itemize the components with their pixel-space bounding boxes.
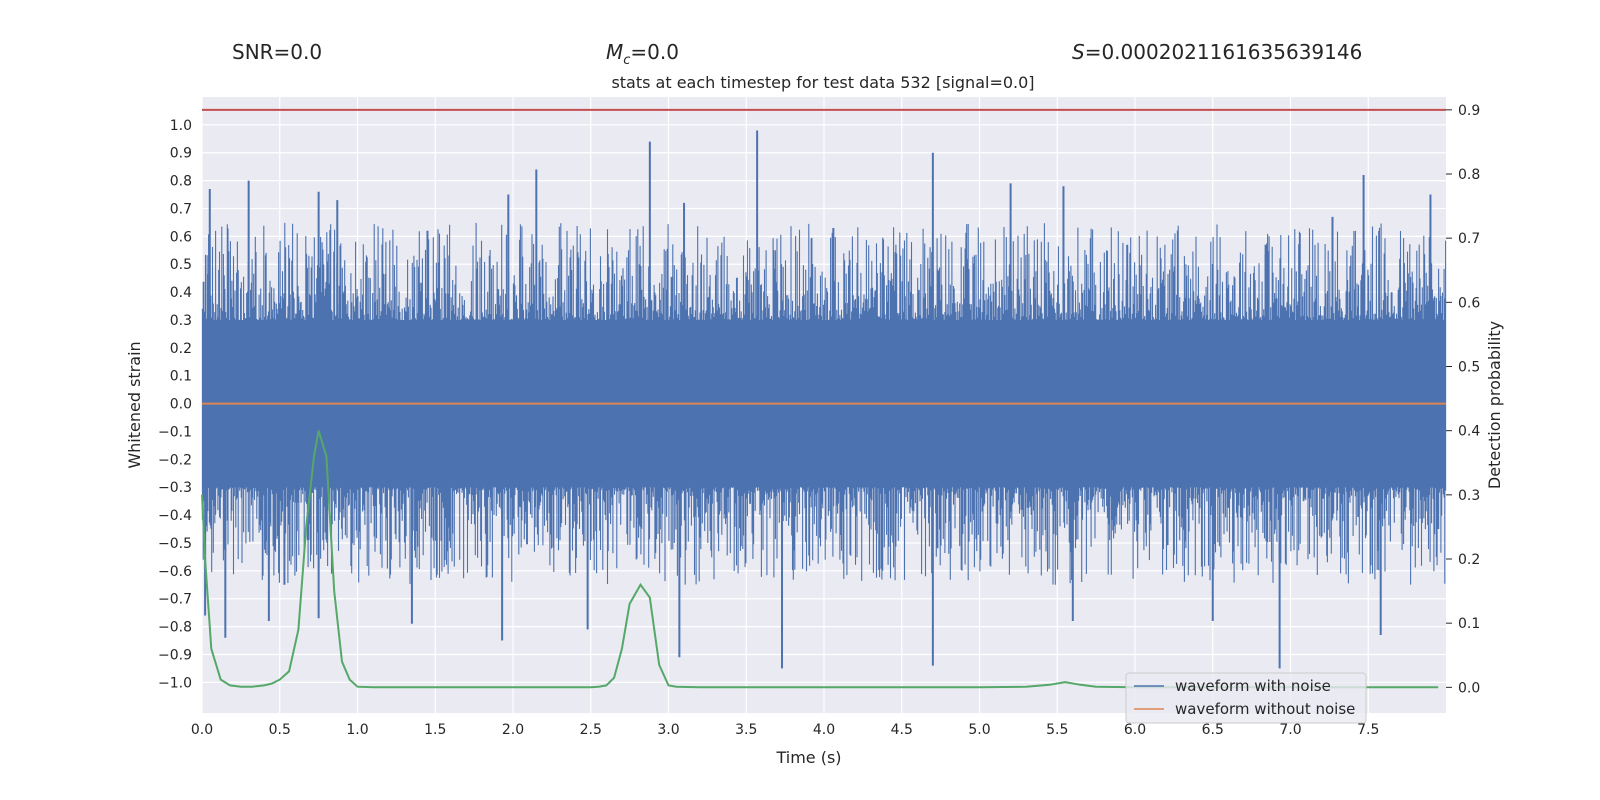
y-tick-label: 0.0 [170, 397, 192, 413]
legend-label-noise: waveform with noise [1175, 677, 1331, 695]
y-tick-label: 0.8 [170, 174, 192, 190]
legend: waveform with noise waveform without noi… [1125, 672, 1367, 724]
y-tick-label: 0.2 [170, 341, 192, 357]
y2-axis-ticks: 0.9 0.8 0.7 0.6 0.5 0.4 0.3 0.2 0.1 0.0 [1446, 103, 1480, 696]
y2-tick-label: 0.1 [1458, 616, 1480, 632]
x-tick-label: 3.0 [657, 722, 679, 738]
s-label: S=0.0002021161635639146 [1072, 40, 1362, 64]
y-tick-label: −0.7 [158, 592, 192, 608]
x-tick-label: 0.5 [269, 722, 291, 738]
x-tick-label: 7.0 [1279, 722, 1301, 738]
s-value: =0.0002021161635639146 [1084, 40, 1363, 64]
y-tick-label: 0.4 [170, 285, 192, 301]
mc-label: Mc=0.0 [606, 40, 679, 68]
x-axis-label: Time (s) [775, 748, 841, 767]
snr-label: SNR=0.0 [232, 40, 323, 64]
y2-tick-label: 0.0 [1458, 680, 1480, 696]
x-tick-label: 6.5 [1202, 722, 1224, 738]
y2-tick-label: 0.2 [1458, 552, 1480, 568]
mc-value: =0.0 [630, 40, 679, 64]
chart-title: stats at each timestep for test data 532… [611, 73, 1034, 92]
x-tick-label: 1.0 [346, 722, 368, 738]
y2-tick-label: 0.8 [1458, 167, 1480, 183]
y2-axis-label: Detection probability [1485, 321, 1504, 489]
y-tick-label: −0.6 [158, 564, 192, 580]
y-tick-label: −0.3 [158, 480, 192, 496]
x-tick-label: 5.5 [1046, 722, 1068, 738]
y2-tick-label: 0.4 [1458, 424, 1480, 440]
y-tick-label: −0.4 [158, 508, 192, 524]
y-tick-label: 0.3 [170, 313, 192, 329]
y2-tick-label: 0.7 [1458, 231, 1480, 247]
y2-tick-label: 0.6 [1458, 295, 1480, 311]
mc-symbol: Mc [606, 40, 631, 68]
x-tick-label: 5.0 [968, 722, 990, 738]
y-tick-label: −0.1 [158, 424, 192, 440]
x-tick-label: 6.0 [1124, 722, 1146, 738]
y-tick-label: 0.7 [170, 201, 192, 217]
x-tick-label: 7.5 [1357, 722, 1379, 738]
y-tick-label: −0.9 [158, 647, 192, 663]
y-axis-ticks: 1.0 0.9 0.8 0.7 0.6 0.5 0.4 0.3 0.2 0.1 0.0 −0.1 −0.… [158, 118, 192, 691]
s-symbol: S [1072, 40, 1085, 64]
x-tick-label: 1.5 [424, 722, 446, 738]
y2-tick-label: 0.5 [1458, 360, 1480, 376]
x-tick-label: 2.0 [502, 722, 524, 738]
y-tick-label: 0.1 [170, 369, 192, 385]
x-tick-label: 3.5 [735, 722, 757, 738]
y-tick-label: −0.5 [158, 536, 192, 552]
y-tick-label: 1.0 [170, 118, 192, 134]
y2-tick-label: 0.9 [1458, 103, 1480, 119]
y2-tick-label: 0.3 [1458, 488, 1480, 504]
x-tick-label: 4.5 [891, 722, 913, 738]
y-tick-label: 0.9 [170, 146, 192, 162]
legend-box [1125, 672, 1367, 724]
x-tick-label: 4.0 [813, 722, 835, 738]
x-tick-label: 0.0 [191, 722, 213, 738]
detection-probability-line [201, 430, 1439, 689]
y-axis-label: Whitened strain [125, 341, 144, 468]
y-tick-label: −0.8 [158, 620, 192, 636]
y-tick-label: 0.6 [170, 229, 192, 245]
x-tick-label: 2.5 [580, 722, 602, 738]
y-tick-label: −0.2 [158, 452, 192, 468]
x-axis-ticks: 0.0 0.5 1.0 1.5 2.0 2.5 3.0 3.5 4.0 4.5 5.0 5.5 6.0 6… [191, 722, 1380, 738]
y-tick-label: −1.0 [158, 675, 192, 691]
legend-label-clean: waveform without noise [1175, 700, 1355, 718]
y-tick-label: 0.5 [170, 257, 192, 273]
